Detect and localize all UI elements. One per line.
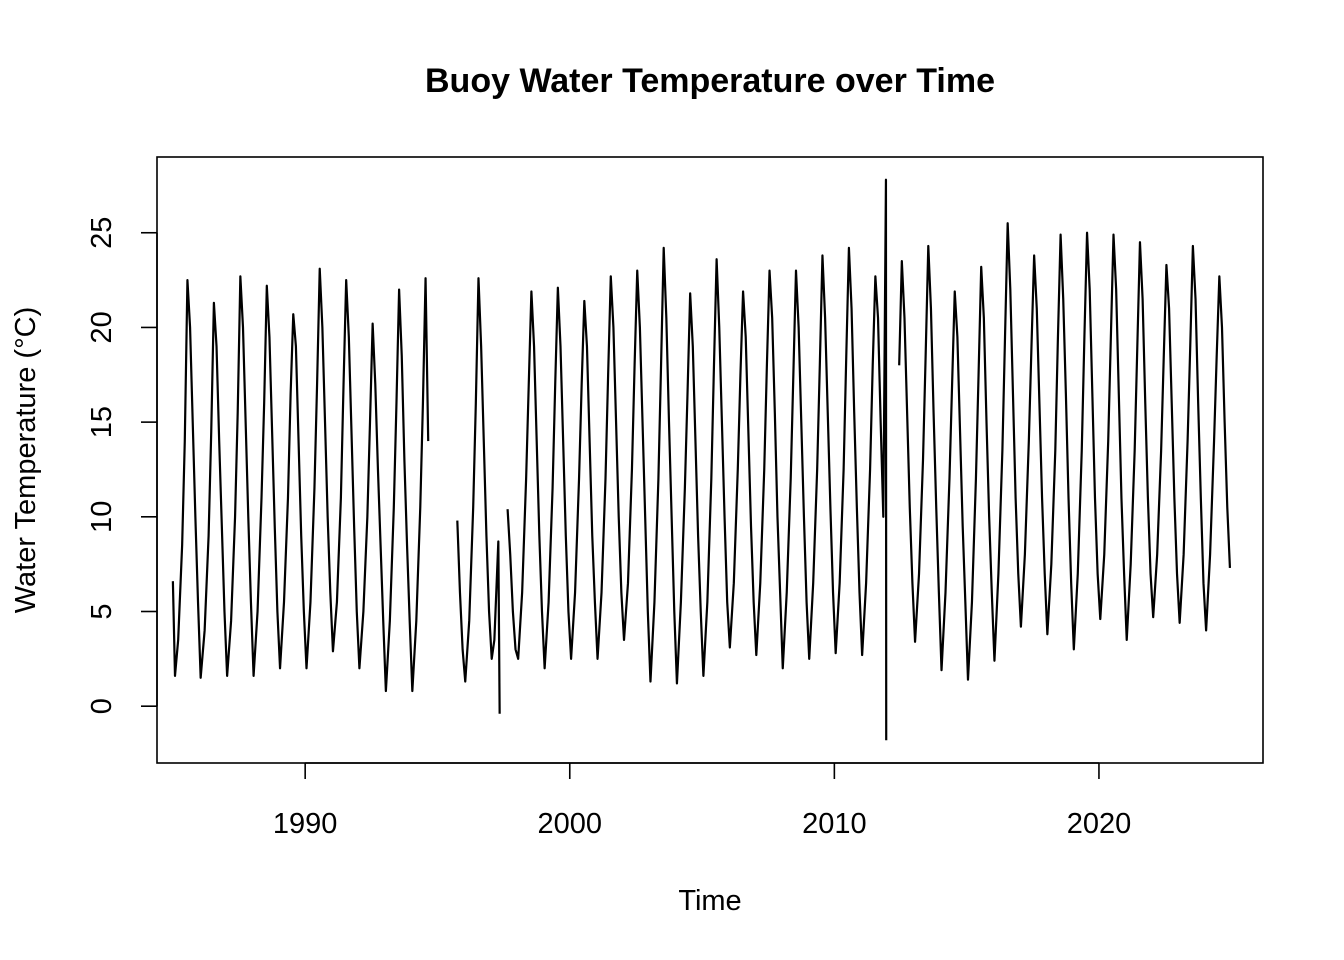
y-tick-label: 25 — [86, 217, 118, 249]
series-line — [898, 222, 1232, 681]
y-tick-label: 15 — [86, 406, 118, 438]
series-line — [456, 277, 501, 714]
y-tick-label: 0 — [86, 698, 118, 714]
chart-title: Buoy Water Temperature over Time — [425, 62, 995, 100]
y-tick-label: 20 — [86, 311, 118, 343]
x-tick-label: 1990 — [273, 808, 338, 840]
plot-frame — [156, 156, 1264, 764]
series-line — [171, 267, 430, 693]
y-tick-label: 5 — [86, 603, 118, 619]
x-tick-label: 2020 — [1067, 808, 1132, 840]
series-line — [506, 178, 888, 741]
x-axis-label: Time — [678, 885, 741, 917]
x-axis: 1990 2000 2010 2020 — [273, 762, 1132, 840]
series-layer — [171, 178, 1232, 741]
x-tick-label: 2010 — [802, 808, 867, 840]
y-axis: 0 5 10 15 20 25 — [86, 217, 158, 714]
y-tick-label: 10 — [86, 501, 118, 533]
x-tick-label: 2000 — [538, 808, 603, 840]
y-axis-label: Water Temperature (°C) — [10, 307, 42, 614]
